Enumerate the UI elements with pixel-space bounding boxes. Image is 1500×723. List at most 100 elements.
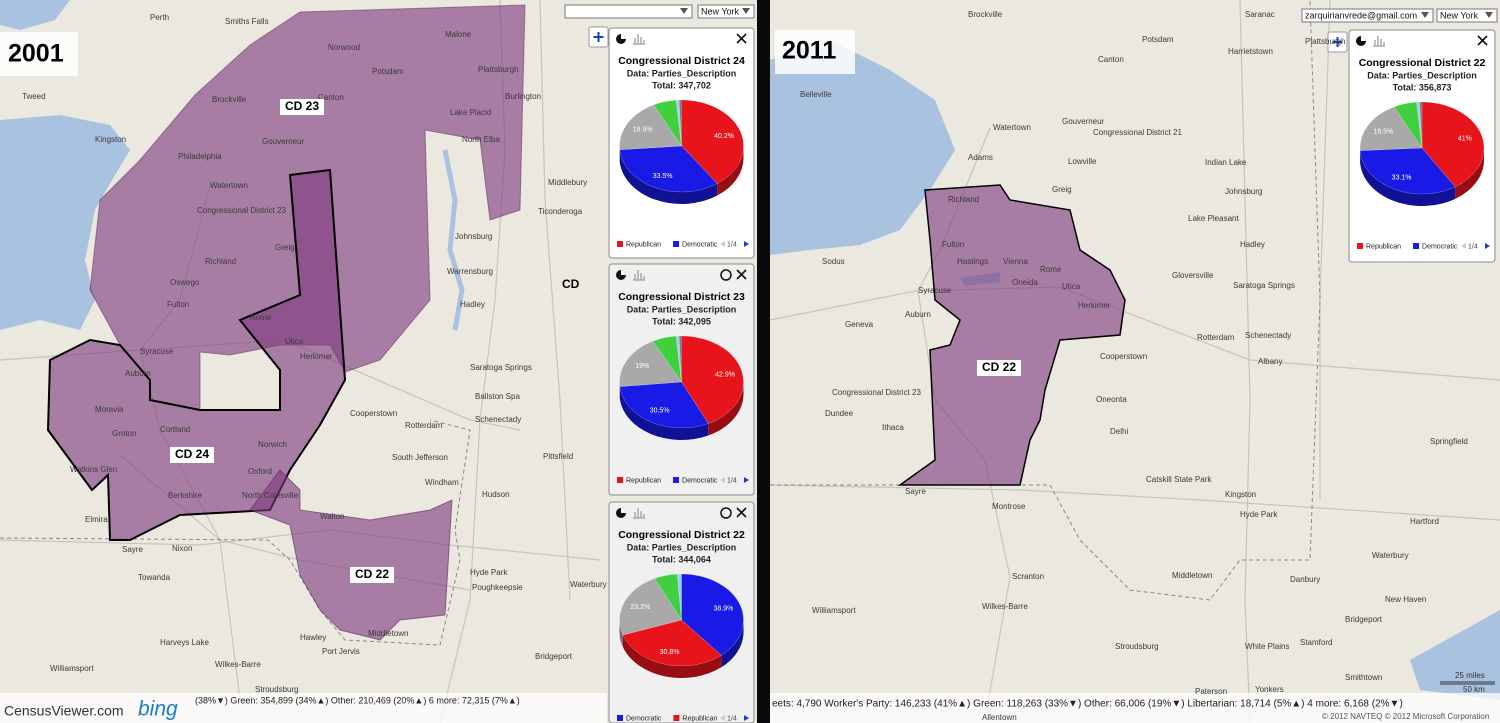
place-label: Nixon (172, 544, 192, 553)
close-button[interactable] (736, 507, 747, 518)
pager-next[interactable] (744, 715, 749, 721)
pie-tab-slice (621, 508, 626, 513)
place-label: North Elba (462, 135, 500, 144)
district-label-box (350, 567, 395, 583)
place-label: White Plains (1245, 642, 1289, 651)
place-label: Cooperstown (1100, 352, 1147, 361)
pager: 1/4 (727, 241, 737, 248)
place-label: Canton (1098, 55, 1124, 64)
pie-slice (681, 99, 744, 184)
legend-label: Democratic (626, 715, 662, 722)
place-label: Belleville (800, 90, 832, 99)
place-label: Harrietstown (1228, 47, 1273, 56)
pie-slice-label: 40.2% (714, 133, 734, 140)
year-label: 2001 (8, 40, 64, 68)
place-label: Kingston (95, 135, 126, 144)
place-label: Danbury (1290, 575, 1320, 584)
place-label: Hastings (957, 257, 988, 266)
lake-ontario (0, 115, 130, 330)
pie-slice-side (622, 635, 722, 678)
close-button[interactable] (1477, 35, 1488, 46)
pager: 1/4 (727, 477, 737, 484)
legend-swatch (673, 477, 680, 483)
year-label: 2011 (782, 37, 836, 65)
place-label: Greig (275, 243, 295, 252)
place-label: Lowville (1068, 157, 1097, 166)
close-button[interactable] (736, 269, 747, 280)
pager-next[interactable] (1485, 243, 1490, 249)
pie-slice-label: 18.9% (633, 127, 653, 134)
pie-slice-side (619, 620, 623, 648)
dropdown-arrow (1421, 12, 1429, 18)
pager-prev[interactable] (720, 477, 725, 483)
place-label: Williamsport (50, 664, 94, 673)
bar-tab-icon[interactable] (633, 270, 645, 281)
place-label: Malone (445, 30, 472, 39)
pie-slice (681, 573, 744, 656)
place-label: Utica (1062, 282, 1081, 291)
plus-icon (1332, 37, 1343, 47)
lake-george (442, 149, 465, 331)
pie-slice (1359, 106, 1423, 151)
pie-slice (1416, 101, 1423, 149)
select-box[interactable] (564, 4, 693, 19)
select-text: New York (701, 6, 740, 16)
place-label: Allentown (982, 713, 1017, 722)
bar-tab-icon[interactable] (633, 34, 645, 45)
pager-next[interactable] (744, 241, 749, 247)
place-label: Stroudsburg (1115, 642, 1159, 651)
place-label: Norwich (258, 440, 287, 449)
pie-slice-label: 33.5% (653, 173, 673, 180)
place-label: Fulton (942, 240, 964, 249)
status-bar (0, 693, 607, 723)
state-border (770, 0, 1321, 601)
place-label: Smiths Falls (225, 17, 269, 26)
place-label: Gloversville (1172, 271, 1214, 280)
place-label: Wilkes-Barre (215, 660, 261, 669)
select-box[interactable] (1301, 8, 1434, 23)
place-label: Johnsburg (455, 232, 492, 241)
pie-slice-label: 42.9% (715, 372, 735, 379)
pie-slice-side (1360, 150, 1456, 207)
pager-prev[interactable] (720, 241, 725, 247)
year-box (775, 30, 855, 74)
place-label: Port Jervis (322, 647, 360, 656)
bar-tab-icon[interactable] (633, 508, 645, 519)
pager-prev[interactable] (1461, 243, 1466, 249)
pager-next[interactable] (744, 477, 749, 483)
place-label: Fulton (167, 300, 189, 309)
place-label: Harveys Lake (160, 638, 209, 647)
bar-tab-icon[interactable] (1373, 36, 1385, 47)
pie-slice (653, 99, 682, 147)
place-label: Oswego (170, 278, 200, 287)
place-label: Hudson (482, 490, 510, 499)
place-label: Windham (425, 478, 459, 487)
legend-label: Republican (1366, 243, 1401, 250)
plus-icon (593, 32, 604, 42)
select-box[interactable] (1436, 8, 1498, 23)
pie-slice (676, 573, 682, 621)
minimize-button[interactable] (720, 507, 732, 519)
pie-tab-slice (621, 34, 626, 39)
pie-slice (675, 335, 682, 383)
place-label: Philadelphia (178, 152, 222, 161)
place-label: Brockville (968, 10, 1003, 19)
place-label: Dundee (825, 409, 854, 418)
pie-slice (619, 104, 682, 151)
district-cd24 (46, 168, 347, 541)
minimize-button[interactable] (720, 269, 732, 281)
place-label: Oneonta (1096, 395, 1127, 404)
place-label: Ballston Spa (475, 392, 520, 401)
place-label: North Colesville (242, 491, 299, 500)
pie-slice-label: 23.2% (630, 604, 650, 611)
district-label-box (280, 99, 325, 115)
close-button[interactable] (736, 33, 747, 44)
pie-slice-label: 30.5% (650, 408, 670, 415)
pager-prev[interactable] (720, 715, 725, 721)
district-label: CD (562, 277, 580, 291)
status-bar (770, 693, 1500, 723)
select-box[interactable] (697, 4, 755, 19)
